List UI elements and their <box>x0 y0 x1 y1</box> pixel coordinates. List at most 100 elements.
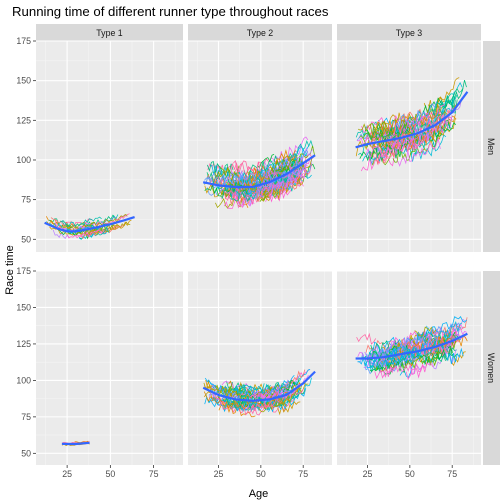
runner-line <box>282 380 296 394</box>
y-tick-label: 50 <box>21 448 31 458</box>
panel-background <box>36 271 183 465</box>
runner-line <box>220 176 236 188</box>
runner-line <box>66 229 104 239</box>
runner-line <box>452 318 466 327</box>
y-tick-label: 150 <box>16 302 31 312</box>
runner-line <box>411 116 453 150</box>
runner-line <box>281 377 312 406</box>
trend-line <box>202 154 316 189</box>
runner-line <box>74 440 89 443</box>
runner-line <box>223 196 245 209</box>
x-tick-label: 25 <box>62 469 72 479</box>
x-tick-label: 75 <box>149 469 159 479</box>
runner-line <box>416 327 430 341</box>
runner-line <box>204 173 248 186</box>
runner-line <box>268 136 309 164</box>
runner-line <box>256 160 302 187</box>
trend-line <box>61 441 90 446</box>
runner-line <box>221 189 253 203</box>
runner-line <box>451 351 466 367</box>
runner-line <box>88 214 128 228</box>
runner-line <box>253 170 270 184</box>
y-tick-label: 150 <box>16 76 31 86</box>
x-axis-title: Age <box>249 488 269 500</box>
runner-line <box>374 353 401 370</box>
runner-line <box>373 356 396 371</box>
runner-line <box>405 362 434 381</box>
trend-line <box>355 91 469 149</box>
runner-line <box>227 187 254 201</box>
runner-line <box>393 112 431 135</box>
runner-line <box>392 144 426 163</box>
runner-line <box>432 122 457 148</box>
runner-line <box>269 145 315 178</box>
runner-line <box>214 167 239 181</box>
trend-line <box>202 370 316 402</box>
runner-line <box>365 139 411 160</box>
x-tick-label: 50 <box>405 469 415 479</box>
runner-line <box>275 139 314 170</box>
runner-line <box>394 101 438 129</box>
runner-line <box>357 117 399 135</box>
runner-line <box>367 136 403 155</box>
runner-lines <box>355 316 468 381</box>
runner-lines <box>202 136 316 209</box>
x-tick-label: 75 <box>447 469 457 479</box>
facet-col-label: Type 3 <box>396 28 423 38</box>
runner-line <box>274 149 291 165</box>
chart-title: Running time of different runner type th… <box>12 4 329 19</box>
runner-line <box>401 351 442 369</box>
runner-line <box>398 352 409 363</box>
runner-line <box>224 193 259 206</box>
runner-line <box>358 143 369 156</box>
runner-line <box>417 97 463 140</box>
runner-line <box>379 123 416 138</box>
y-tick-label: 50 <box>21 234 31 244</box>
runner-line <box>423 77 460 112</box>
runner-line <box>222 397 252 408</box>
runner-line <box>248 155 278 174</box>
runner-lines <box>355 77 469 172</box>
x-tick-label: 25 <box>214 469 224 479</box>
runner-line <box>379 138 419 159</box>
facet-col-label: Type 1 <box>96 28 123 38</box>
facet-strip-row <box>483 41 500 252</box>
facet-row-label: Men <box>486 138 496 155</box>
runner-line <box>251 184 281 199</box>
runner-line <box>65 223 105 234</box>
facet-strip-col <box>188 24 332 41</box>
runner-line <box>290 369 306 385</box>
panel-background <box>36 41 183 252</box>
y-tick-label: 75 <box>21 412 31 422</box>
runner-line <box>361 114 405 133</box>
runner-line <box>416 95 454 124</box>
runner-line <box>436 87 464 116</box>
runner-line <box>230 187 264 201</box>
panel-background <box>188 271 332 465</box>
runner-line <box>445 347 464 364</box>
runner-line <box>248 158 290 180</box>
x-tick-label: 50 <box>256 469 266 479</box>
runner-line <box>112 219 132 230</box>
runner-line <box>61 218 93 228</box>
facet-strip-col <box>36 24 183 41</box>
y-axis-title: Race time <box>4 245 16 295</box>
runner-line <box>427 344 453 359</box>
y-tick-label: 175 <box>16 36 31 46</box>
y-tick-label: 100 <box>16 155 31 165</box>
runner-lines <box>44 213 135 240</box>
runner-line <box>274 387 301 407</box>
runner-line <box>426 334 457 353</box>
runner-line <box>263 389 304 409</box>
runner-line <box>226 180 257 193</box>
runner-line <box>426 111 449 135</box>
trend-line <box>355 332 468 360</box>
runner-line <box>416 336 450 357</box>
facet-panel: 50 75 100 125 150 175 <box>16 36 183 252</box>
runner-line <box>80 214 116 228</box>
runner-line <box>257 154 275 169</box>
runner-line <box>256 189 278 202</box>
runner-line <box>355 137 381 157</box>
facet-row-label: Women <box>486 353 496 383</box>
runner-line <box>266 147 313 180</box>
